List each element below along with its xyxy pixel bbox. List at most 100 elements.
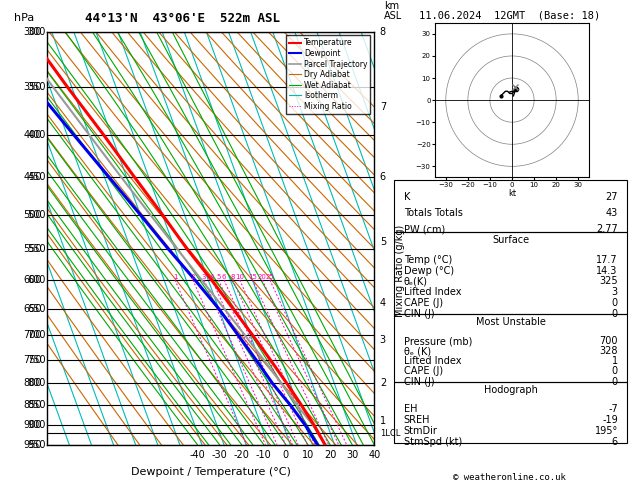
Text: 4: 4 [380,298,386,308]
Text: 0: 0 [611,366,618,377]
Text: 850: 850 [28,400,46,410]
Text: 3: 3 [202,274,206,280]
Text: 10: 10 [302,450,314,460]
Text: 550: 550 [23,244,42,254]
Text: 2.77: 2.77 [596,225,618,234]
X-axis label: kt: kt [508,189,516,198]
Text: 700: 700 [28,330,46,340]
Text: 850: 850 [23,400,42,410]
Text: 8: 8 [380,27,386,36]
Text: 1: 1 [380,417,386,426]
Text: 328: 328 [599,347,618,356]
Text: 800: 800 [23,378,42,388]
Bar [394,232,627,314]
Text: 950: 950 [23,440,42,450]
Text: 15: 15 [248,274,257,280]
Text: 950: 950 [28,440,46,450]
Text: CIN (J): CIN (J) [404,377,434,386]
Text: Most Unstable: Most Unstable [476,317,546,327]
Text: 11.06.2024  12GMT  (Base: 18): 11.06.2024 12GMT (Base: 18) [419,11,600,21]
Text: 0: 0 [611,377,618,386]
Text: θₑ (K): θₑ (K) [404,347,431,356]
Text: -40: -40 [189,450,205,460]
Text: 2: 2 [380,378,386,388]
Text: 300: 300 [28,27,46,36]
Text: Lifted Index: Lifted Index [404,287,461,297]
Text: StmDir: StmDir [404,426,438,436]
Text: 25: 25 [265,274,274,280]
Text: Pressure (mb): Pressure (mb) [404,336,472,347]
Text: -30: -30 [212,450,228,460]
Text: 350: 350 [23,82,42,92]
Text: -10: -10 [256,450,272,460]
Text: 350: 350 [28,82,46,92]
Text: 750: 750 [23,355,42,365]
Text: 3: 3 [611,287,618,297]
Text: EH: EH [404,404,417,415]
Text: -19: -19 [602,416,618,425]
Text: 550: 550 [28,244,46,254]
Text: θₑ(K): θₑ(K) [404,277,428,287]
Text: 195°: 195° [594,426,618,436]
Text: 900: 900 [23,420,42,430]
Text: K: K [404,192,410,202]
Text: 20: 20 [324,450,337,460]
Text: CAPE (J): CAPE (J) [404,298,443,308]
Text: 650: 650 [23,304,42,313]
Text: 1: 1 [173,274,177,280]
Text: 400: 400 [28,130,46,139]
Text: 1: 1 [611,356,618,366]
Text: 5: 5 [216,274,221,280]
Text: 6: 6 [611,437,618,448]
Text: 5: 5 [380,237,386,247]
Text: 700: 700 [23,330,42,340]
Text: 750: 750 [28,355,46,365]
Bar [394,382,627,443]
Text: 44°13'N  43°06'E  522m ASL: 44°13'N 43°06'E 522m ASL [85,12,280,25]
Text: 40: 40 [368,450,381,460]
Text: 20: 20 [258,274,267,280]
Text: 500: 500 [28,209,46,220]
Bar [394,314,627,382]
Text: 600: 600 [28,275,46,285]
Text: 30: 30 [346,450,359,460]
Bar [394,180,627,232]
Text: km
ASL: km ASL [384,1,403,21]
Text: 17.7: 17.7 [596,255,618,265]
Text: 1LCL: 1LCL [380,429,400,438]
Text: Hodograph: Hodograph [484,384,538,395]
Text: 700: 700 [599,336,618,347]
Text: Mixing Ratio (g/kg): Mixing Ratio (g/kg) [396,225,406,317]
Text: 450: 450 [28,172,46,182]
Text: 8: 8 [230,274,235,280]
Text: hPa: hPa [14,13,35,23]
Text: 27: 27 [605,192,618,202]
Text: StmSpd (kt): StmSpd (kt) [404,437,462,448]
Text: -20: -20 [234,450,250,460]
Text: 600: 600 [23,275,42,285]
Text: 500: 500 [23,209,42,220]
Text: Temp (°C): Temp (°C) [404,255,452,265]
Text: 0: 0 [611,309,618,319]
Text: 4: 4 [210,274,214,280]
Text: 3: 3 [380,335,386,346]
Text: 2: 2 [191,274,195,280]
Text: 650: 650 [28,304,46,313]
Text: © weatheronline.co.uk: © weatheronline.co.uk [453,473,566,482]
Text: 0: 0 [283,450,289,460]
Text: 7: 7 [380,102,386,112]
Text: 900: 900 [28,420,46,430]
Text: 14.3: 14.3 [596,266,618,276]
Text: 325: 325 [599,277,618,287]
Text: 300: 300 [23,27,42,36]
Text: 10: 10 [235,274,244,280]
Text: PW (cm): PW (cm) [404,225,445,234]
Text: SREH: SREH [404,416,430,425]
Text: 43: 43 [606,208,618,218]
Text: 450: 450 [23,172,42,182]
Text: CIN (J): CIN (J) [404,309,434,319]
Text: CAPE (J): CAPE (J) [404,366,443,377]
Text: 6: 6 [222,274,226,280]
Text: 0: 0 [611,298,618,308]
Text: 6: 6 [380,172,386,182]
